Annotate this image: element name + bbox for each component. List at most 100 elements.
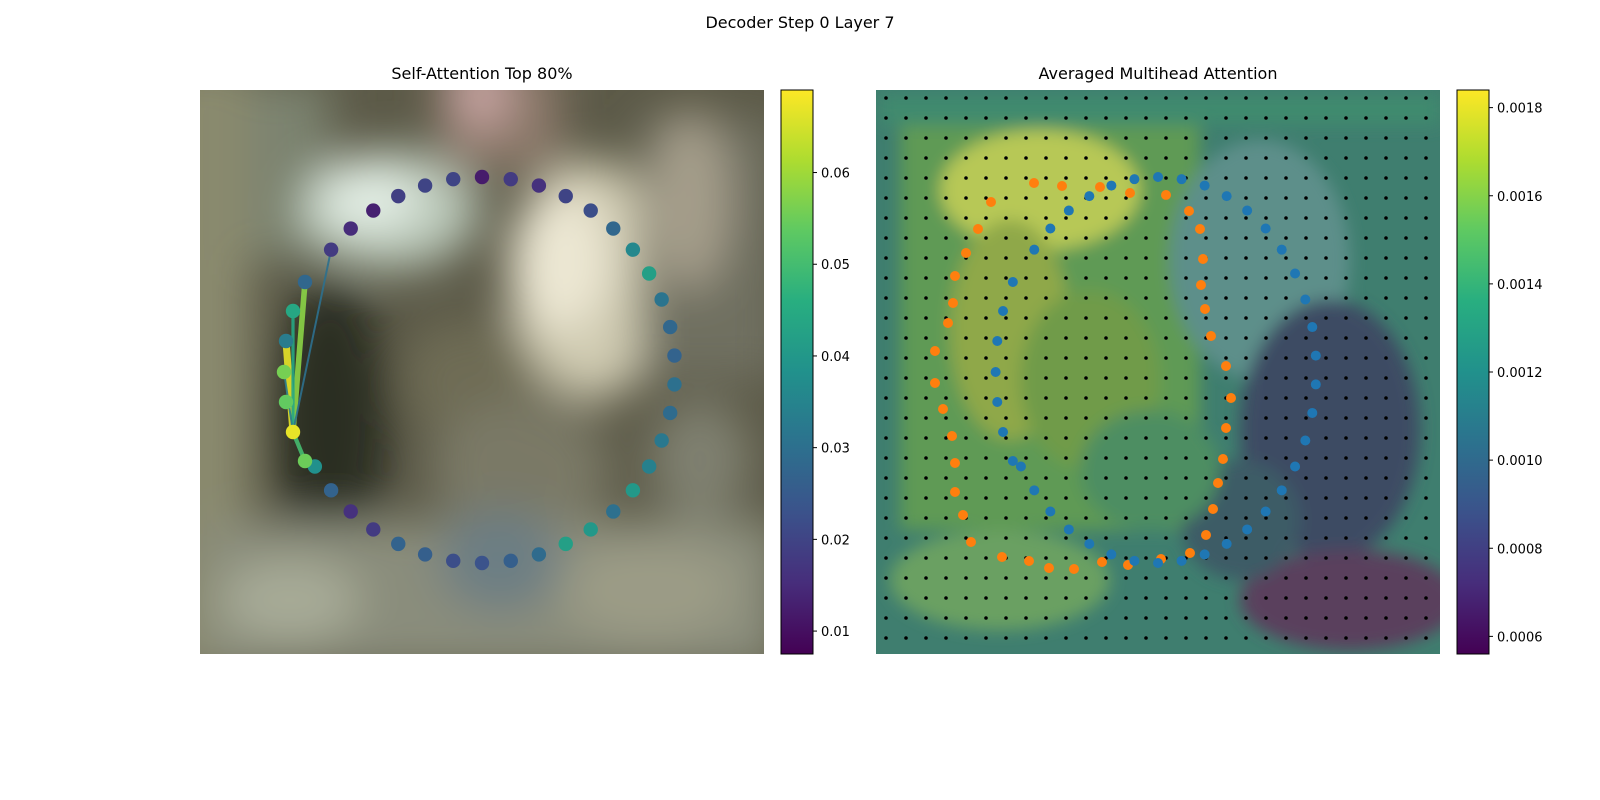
grid-dot (1404, 456, 1408, 460)
grid-dot (1284, 596, 1288, 600)
grid-dot (964, 236, 968, 240)
grid-dot (984, 556, 988, 560)
grid-dot (1004, 136, 1008, 140)
grid-dot (1004, 196, 1008, 200)
grid-dot (1124, 376, 1128, 380)
grid-dot (1284, 476, 1288, 480)
grid-dot (1164, 236, 1168, 240)
grid-dot (1084, 536, 1088, 540)
scatter-point (625, 483, 641, 498)
grid-dot (904, 456, 908, 460)
grid-dot (1124, 336, 1128, 340)
grid-dot (964, 416, 968, 420)
grid-dot (1264, 256, 1268, 260)
grid-dot (1404, 536, 1408, 540)
scatter-point (366, 203, 381, 218)
grid-dot (904, 536, 908, 540)
grid-dot (1084, 336, 1088, 340)
grid-dot (984, 396, 988, 400)
grid-dot (1044, 376, 1048, 380)
grid-dot (904, 616, 908, 620)
grid-dot (1084, 116, 1088, 120)
scatter-point-blue (1084, 538, 1095, 549)
grid-dot (1064, 456, 1068, 460)
grid-dot (1324, 436, 1328, 440)
grid-dot (924, 276, 928, 280)
grid-dot (1364, 176, 1368, 180)
grid-dot (1144, 596, 1148, 600)
grid-dot (1064, 356, 1068, 360)
grid-dot (1244, 216, 1248, 220)
grid-dot (924, 336, 928, 340)
grid-dot (884, 516, 888, 520)
scatter-point-blue (1307, 322, 1318, 333)
scatter-point-orange (1161, 190, 1171, 200)
grid-dot (1404, 596, 1408, 600)
grid-dot (1244, 416, 1248, 420)
scatter-point-orange (973, 224, 983, 234)
scatter-point (285, 424, 301, 440)
grid-dot (1144, 136, 1148, 140)
grid-dot (1124, 276, 1128, 280)
grid-dot (1024, 176, 1028, 180)
grid-dot (944, 376, 948, 380)
grid-dot (1344, 336, 1348, 340)
grid-dot (1424, 116, 1428, 120)
grid-dot (1204, 516, 1208, 520)
grid-dot (1244, 356, 1248, 360)
scatter-point-blue (1221, 538, 1232, 549)
grid-dot (1384, 116, 1388, 120)
grid-dot (1104, 276, 1108, 280)
grid-dot (1044, 416, 1048, 420)
grid-dot (1044, 336, 1048, 340)
grid-dot (1104, 436, 1108, 440)
grid-dot (1344, 116, 1348, 120)
grid-dot (1164, 356, 1168, 360)
grid-dot (1404, 176, 1408, 180)
scatter-point-blue (1129, 174, 1140, 185)
right-point-layer (930, 172, 1321, 574)
grid-dot (1024, 156, 1028, 160)
grid-dot (884, 236, 888, 240)
grid-dot (1344, 376, 1348, 380)
grid-dot (984, 376, 988, 380)
grid-dot (984, 196, 988, 200)
grid-dot (904, 176, 908, 180)
grid-dot (1024, 116, 1028, 120)
grid-dot (1184, 376, 1188, 380)
scatter-point (667, 348, 682, 363)
colorbar-tick-label: 0.0018 (1497, 102, 1543, 117)
grid-dot (1164, 616, 1168, 620)
grid-dot (1184, 116, 1188, 120)
grid-dot (904, 276, 908, 280)
grid-dot (1244, 436, 1248, 440)
grid-dot (1004, 616, 1008, 620)
grid-dot (904, 316, 908, 320)
grid-dot (1344, 516, 1348, 520)
colorbar-tick-label: 0.05 (821, 258, 850, 273)
grid-dot (1424, 136, 1428, 140)
grid-dot (1084, 636, 1088, 640)
grid-dot (1224, 496, 1228, 500)
grid-dot (1264, 516, 1268, 520)
grid-dot (884, 276, 888, 280)
grid-dot (1184, 436, 1188, 440)
grid-dot (1344, 576, 1348, 580)
grid-dot (1064, 176, 1068, 180)
grid-dot (1184, 616, 1188, 620)
grid-dot (964, 276, 968, 280)
grid-dot (944, 256, 948, 260)
grid-dot (1224, 596, 1228, 600)
scatter-point-orange (1029, 178, 1039, 188)
grid-dot (1244, 156, 1248, 160)
grid-dot (1124, 296, 1128, 300)
grid-dot (1044, 176, 1048, 180)
grid-dot (884, 336, 888, 340)
grid-dot (1224, 96, 1228, 100)
grid-dot (1024, 536, 1028, 540)
scatter-point (662, 319, 678, 335)
grid-dot (884, 116, 888, 120)
left-colorbar: 0.01 0.02 0.03 0.04 0.05 0.06 (780, 89, 850, 655)
scatter-point-blue (1310, 350, 1321, 361)
grid-dot (1324, 476, 1328, 480)
